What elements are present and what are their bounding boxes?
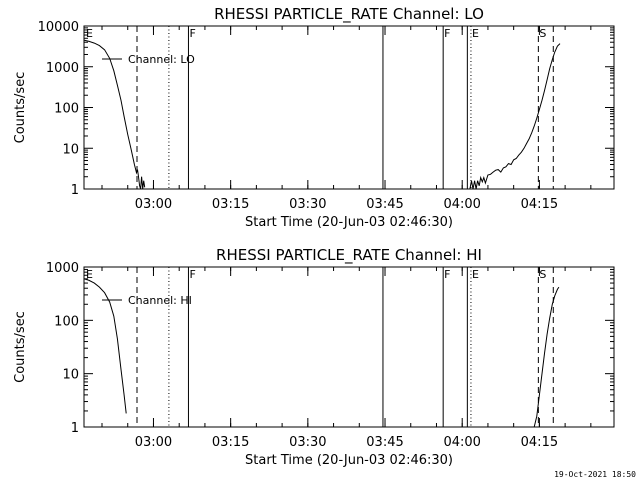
panel2-marker-label: E (472, 268, 479, 281)
panel1-x-tick-label: 03:45 (366, 197, 403, 212)
panel1-marker-label: F (189, 27, 195, 40)
panel2-marker-label: F (444, 268, 450, 281)
panel1-series-line (83, 39, 146, 190)
panel1-y-tick-label: 10 (62, 142, 79, 157)
panel1-y-tick-label: 1000 (46, 61, 79, 76)
panel1-title: RHESSI PARTICLE_RATE Channel: LO (214, 5, 484, 24)
panel1-series-line (469, 43, 561, 190)
panel2-frame (83, 266, 615, 428)
panel2-marker-label: S (539, 268, 546, 281)
panel1-x-tick-label: 03:00 (135, 197, 172, 212)
panel1-x-tick-label: 03:30 (289, 197, 326, 212)
panel1-y-label: Counts/sec (13, 72, 28, 144)
timestamp-footer: 19-Oct-2021 18:50 (554, 470, 636, 479)
panel2-x-tick-label: 03:45 (366, 435, 403, 450)
panel2-legend-label: Channel: HI (128, 294, 192, 307)
panel2-y-tick-label: 1 (71, 421, 79, 436)
panel2-y-label: Counts/sec (13, 311, 28, 383)
panel1-x-label: Start Time (20-Jun-03 02:46:30) (245, 215, 453, 230)
panel2-series-line (83, 278, 127, 414)
panel2-x-tick-label: 04:15 (521, 435, 558, 450)
panel2-y-tick-label: 1000 (46, 261, 79, 276)
panel2-y-tick-label: 100 (54, 314, 79, 329)
panel2-x-tick-label: 03:30 (289, 435, 326, 450)
panel2-x-tick-label: 04:00 (443, 435, 480, 450)
panel1-y-tick-label: 100 (54, 102, 79, 117)
panel2-y-tick-label: 10 (62, 368, 79, 383)
panel2-x-tick-label: 03:15 (212, 435, 249, 450)
panel1-y-tick-label: 10000 (38, 20, 79, 35)
panel1-marker-label: F (444, 27, 450, 40)
panel2-x-label: Start Time (20-Jun-03 02:46:30) (245, 453, 453, 468)
panel1-legend-label: Channel: LO (128, 53, 195, 66)
panel2-x-tick-label: 03:00 (135, 435, 172, 450)
panel2-series-line (533, 286, 560, 428)
panel1-x-tick-label: 03:15 (212, 197, 249, 212)
panel2-marker-label: E (86, 268, 93, 281)
panel1-x-tick-label: 04:00 (443, 197, 480, 212)
panel2-title: RHESSI PARTICLE_RATE Channel: HI (216, 246, 482, 265)
panel1-x-tick-label: 04:15 (521, 197, 558, 212)
panel1-marker-label: S (539, 27, 546, 40)
panel1-marker-label: E (86, 27, 93, 40)
panel1-marker-label: E (472, 27, 479, 40)
panel1-frame (83, 25, 615, 190)
panel2-marker-label: F (189, 268, 195, 281)
panel1-y-tick-label: 1 (71, 183, 79, 198)
